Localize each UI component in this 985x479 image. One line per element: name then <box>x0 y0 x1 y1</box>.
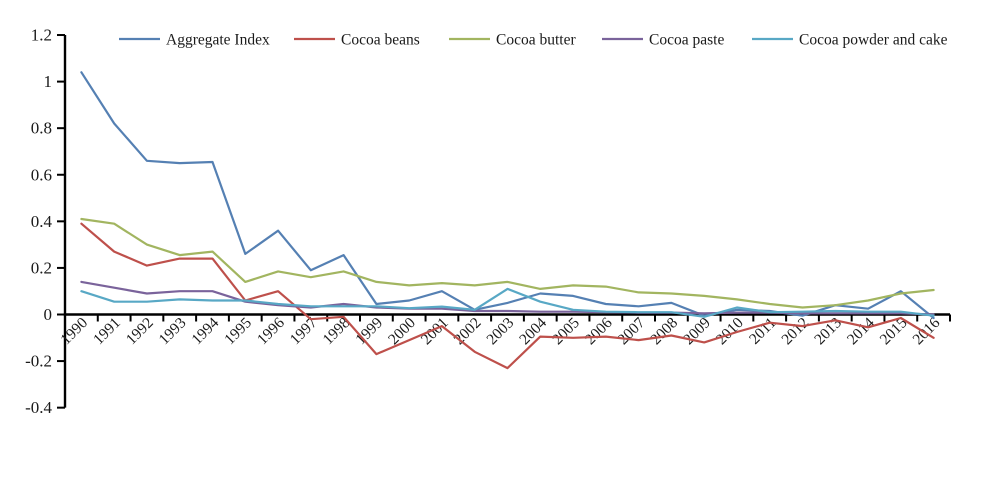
x-axis-year-label: 1995 <box>221 314 255 348</box>
legend-label: Aggregate Index <box>166 32 270 49</box>
legend-label: Cocoa paste <box>649 32 724 49</box>
x-axis-year-label: 1990 <box>57 314 91 348</box>
legend-item-cocoa-paste: Cocoa paste <box>602 32 724 49</box>
y-axis-tick-label: 0.2 <box>31 258 52 277</box>
x-axis-year-label: 1993 <box>156 314 190 348</box>
y-axis-tick-label: 1.2 <box>31 26 52 45</box>
legend-label: Cocoa beans <box>341 32 420 49</box>
legend-item-cocoa-powder-and-cake: Cocoa powder and cake <box>752 32 948 49</box>
series-line-cocoa-butter <box>80 217 935 309</box>
x-axis-year-label: 1994 <box>188 314 222 348</box>
legend-label: Cocoa powder and cake <box>799 32 948 49</box>
x-axis-year-label: 1992 <box>123 314 157 348</box>
y-axis-tick-label: 0 <box>44 305 53 324</box>
x-axis-year-label: 2002 <box>451 314 485 348</box>
y-axis-tick-label: -0.2 <box>25 352 52 371</box>
x-axis-year-label: 2016 <box>909 314 943 348</box>
series-line-cocoa-beans <box>80 222 935 370</box>
x-axis-year-label: 2009 <box>680 314 714 348</box>
x-axis-year-label: 2013 <box>811 314 845 348</box>
x-axis-year-label: 2011 <box>746 314 780 348</box>
x-axis-year-label: 1996 <box>254 314 288 348</box>
y-axis-tick-label: 1 <box>44 72 53 91</box>
x-axis-year-label: 2005 <box>549 314 583 348</box>
y-axis-tick-label: 0.4 <box>31 212 53 231</box>
series-line-cocoa-powder-and-cake <box>80 287 935 318</box>
x-axis-year-label: 2014 <box>844 314 878 348</box>
x-axis-year-label: 2006 <box>582 314 616 348</box>
series-line-cocoa-paste <box>80 280 935 316</box>
legend-item-aggregate-index: Aggregate Index <box>119 32 270 49</box>
x-axis-year-label: 2008 <box>647 314 681 348</box>
y-axis-tick-label: -0.4 <box>25 398 52 417</box>
legend-label: Cocoa butter <box>496 32 576 49</box>
x-axis-year-label: 2012 <box>778 314 812 348</box>
legend-item-cocoa-butter: Cocoa butter <box>449 32 576 49</box>
x-axis-year-label: 2001 <box>418 314 452 348</box>
x-axis-year-label: 2003 <box>483 314 517 348</box>
x-axis-year-label: 2007 <box>614 314 648 348</box>
y-axis-tick-label: 0.6 <box>31 165 52 184</box>
x-axis-year-label: 1991 <box>90 314 124 348</box>
legend-item-cocoa-beans: Cocoa beans <box>294 32 420 49</box>
y-axis-tick-label: 0.8 <box>31 119 52 138</box>
